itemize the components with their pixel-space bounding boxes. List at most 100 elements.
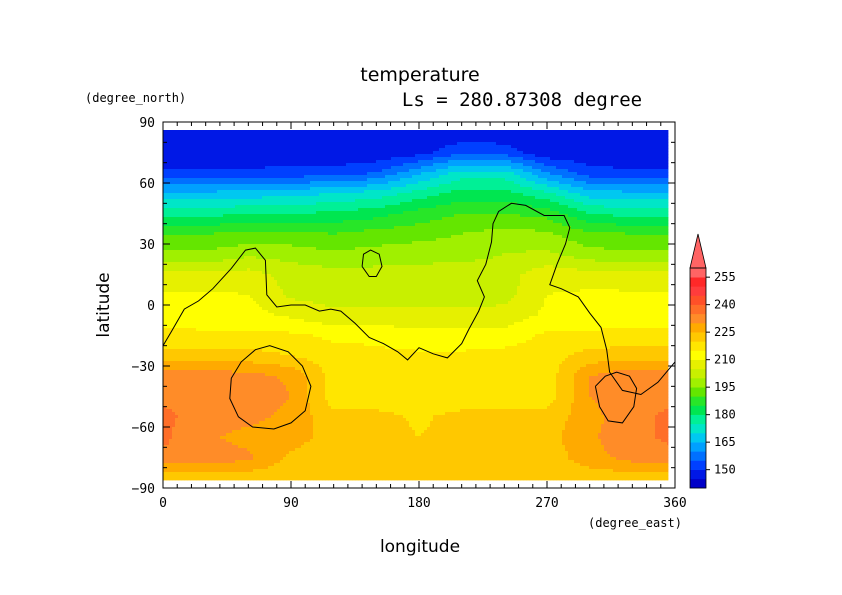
field-cell (277, 205, 281, 209)
field-cell (565, 169, 569, 173)
field-cell (370, 172, 374, 176)
field-cell (166, 211, 170, 215)
field-cell (232, 199, 236, 203)
field-cell (193, 142, 197, 146)
field-cell (331, 151, 335, 155)
field-cell (391, 217, 395, 221)
field-cell (292, 208, 296, 212)
field-cell (376, 205, 380, 209)
field-cell (286, 196, 290, 200)
field-cell (661, 193, 665, 197)
field-cell (403, 151, 407, 155)
field-cell (187, 154, 191, 158)
field-cell (430, 151, 434, 155)
field-cell (556, 142, 560, 146)
field-cell (448, 208, 452, 212)
field-cell (223, 139, 227, 143)
field-cell (424, 202, 428, 206)
field-cell (640, 208, 644, 212)
field-cell (313, 136, 317, 140)
field-cell (589, 151, 593, 155)
field-cell (232, 136, 236, 140)
field-cell (439, 133, 443, 137)
field-cell (664, 139, 668, 143)
field-cell (433, 217, 437, 221)
field-cell (616, 136, 620, 140)
field-cell (235, 160, 239, 164)
field-cell (241, 217, 245, 221)
field-cell (220, 163, 224, 167)
field-cell (415, 187, 419, 191)
field-cell (514, 145, 518, 149)
field-cell (523, 145, 527, 149)
field-cell (478, 208, 482, 212)
field-cell (271, 151, 275, 155)
field-cell (448, 166, 452, 170)
field-cell (370, 211, 374, 215)
field-cell (658, 184, 662, 188)
field-cell (616, 169, 620, 173)
field-cell (286, 154, 290, 158)
field-cell (616, 154, 620, 158)
field-cell (274, 166, 278, 170)
field-cell (475, 181, 479, 185)
field-cell (475, 205, 479, 209)
field-cell (256, 169, 260, 173)
field-cell (562, 151, 566, 155)
field-cell (427, 187, 431, 191)
field-cell (538, 187, 542, 191)
field-cell (622, 157, 626, 161)
field-cell (517, 145, 521, 149)
field-cell (181, 208, 185, 212)
field-cell (400, 193, 404, 197)
field-cell (466, 184, 470, 188)
field-cell (595, 181, 599, 185)
field-cell (562, 133, 566, 137)
field-cell (349, 211, 353, 215)
field-cell (319, 148, 323, 152)
field-cell (250, 208, 254, 212)
field-cell (454, 136, 458, 140)
field-cell (631, 202, 635, 206)
field-cell (550, 157, 554, 161)
field-cell (169, 160, 173, 164)
field-cell (604, 139, 608, 143)
field-cell (454, 163, 458, 167)
field-cell (229, 217, 233, 221)
field-cell (193, 217, 197, 221)
field-cell (184, 184, 188, 188)
field-cell (604, 172, 608, 176)
field-cell (472, 154, 476, 158)
field-cell (310, 202, 314, 206)
field-cell (361, 205, 365, 209)
field-cell (487, 187, 491, 191)
field-cell (205, 214, 209, 218)
field-cell (547, 151, 551, 155)
field-cell (619, 199, 623, 203)
field-cell (442, 151, 446, 155)
field-cell (220, 139, 224, 143)
field-cell (667, 139, 669, 143)
field-cell (202, 151, 206, 155)
field-cell (664, 163, 668, 167)
field-cell (322, 142, 326, 146)
field-cell (430, 214, 434, 218)
field-cell (508, 166, 512, 170)
field-cell (169, 136, 173, 140)
field-cell (382, 211, 386, 215)
field-cell (406, 139, 410, 143)
field-cell (211, 151, 215, 155)
field-cell (505, 178, 509, 182)
field-cell (421, 163, 425, 167)
field-cell (658, 166, 662, 170)
field-cell (421, 187, 425, 191)
field-cell (553, 208, 557, 212)
field-cell (553, 190, 557, 194)
field-cell (352, 154, 356, 158)
field-cell (493, 193, 497, 197)
field-cell (424, 154, 428, 158)
field-cell (541, 142, 545, 146)
field-cell (562, 178, 566, 182)
field-cell (319, 211, 323, 215)
field-cell (388, 160, 392, 164)
